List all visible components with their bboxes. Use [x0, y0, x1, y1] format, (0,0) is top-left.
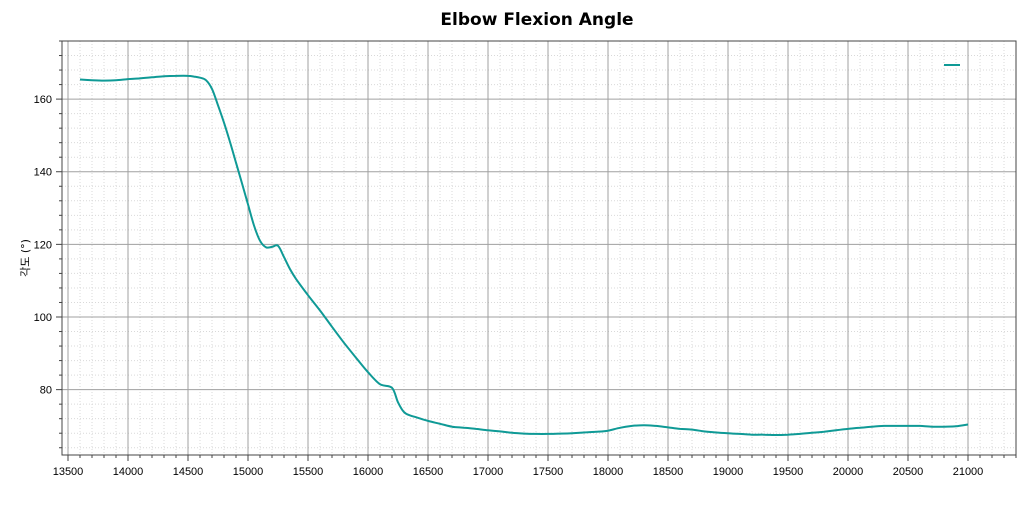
x-tick-label: 15500 [293, 466, 324, 478]
x-tick-label: 21000 [953, 466, 984, 478]
x-tick-label: 18000 [593, 466, 624, 478]
grid [62, 40, 1017, 455]
y-tick-label: 140 [34, 167, 52, 179]
x-tick-label: 16500 [413, 466, 444, 478]
x-tick-label: 19500 [773, 466, 804, 478]
y-tick-label: 100 [34, 312, 52, 324]
x-tick-label: 14500 [173, 466, 204, 478]
x-tick-label: 18500 [653, 466, 684, 478]
y-tick-label: 80 [40, 385, 52, 397]
x-tick-label: 13500 [53, 466, 84, 478]
series-layer [79, 74, 969, 437]
x-tick-label: 20000 [833, 466, 864, 478]
y-tick-label: 160 [34, 94, 52, 106]
x-tick-label: 17500 [533, 466, 564, 478]
x-tick-label: 20500 [893, 466, 924, 478]
y-tick-label: 120 [34, 239, 52, 251]
x-tick-label: 19000 [713, 466, 744, 478]
axis-ticks: 13500 14000 14500 15000 15500 16000 16500 17000… [34, 40, 1017, 478]
plot-frame [61, 40, 1017, 456]
x-tick-label: 14000 [113, 466, 144, 478]
x-tick-label: 15000 [233, 466, 264, 478]
series-line-0 [79, 74, 969, 437]
chart-title: Elbow Flexion Angle [440, 10, 634, 30]
x-tick-label: 16000 [353, 466, 384, 478]
x-tick-label: 17000 [473, 466, 504, 478]
